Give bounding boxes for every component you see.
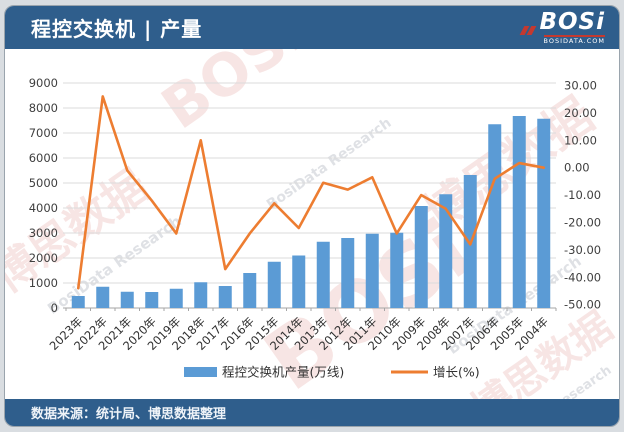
bar-2011年	[365, 233, 379, 308]
logo-domain-text: BOSIDATA.COM	[543, 34, 605, 45]
bar-2017年	[218, 286, 232, 308]
source-bar: 数据来源：统计局、博思数据整理	[5, 399, 619, 426]
right-axis-tick-label: 0.00	[564, 161, 590, 175]
bar-2005年	[512, 116, 526, 308]
right-axis-tick-label: 30.00	[564, 79, 597, 93]
left-axis-tick-label: 0	[51, 301, 58, 315]
right-axis-tick-label: -40.00	[564, 270, 601, 284]
left-axis-tick-label: 1000	[29, 276, 58, 290]
right-axis-tick-label: -10.00	[564, 188, 601, 202]
left-axis-tick-label: 3000	[29, 226, 58, 240]
combo-chart: 0 1000 2000 3000 4000 5000 6000 7000 8000 9000 30.…	[29, 76, 601, 380]
bar-2014年	[292, 255, 306, 308]
bar-2008年	[439, 194, 453, 308]
logo-slashes-icon	[520, 26, 537, 36]
left-axis-tick-label: 4000	[29, 201, 58, 215]
bar-2016年	[243, 273, 257, 308]
left-axis-tick-label: 8000	[29, 101, 58, 115]
report-card: BOSi 博思数据 BOSi 博思数据 博思数据 BosiData Resear…	[4, 5, 620, 427]
left-axis-tick-label: 7000	[29, 126, 58, 140]
left-axis-tick-label: 5000	[29, 176, 58, 190]
bar-2010年	[390, 232, 404, 308]
bar-2023年	[71, 296, 85, 308]
right-axis-tick-label: -30.00	[564, 243, 601, 257]
legend-bar-label: 程控交换机产量(万线)	[222, 365, 344, 380]
logo-brand-text: BOSi	[539, 8, 605, 35]
right-axis-tick-label: -50.00	[564, 298, 601, 312]
bar-2019年	[169, 288, 183, 308]
chart-header: 程控交换机 | 产量 BOSi BOSIDATA.COM	[5, 6, 619, 49]
bar-2015年	[267, 261, 281, 308]
growth-line	[76, 95, 546, 290]
bar-2013年	[316, 241, 330, 308]
legend-bar-swatch	[184, 367, 217, 377]
data-source-text: 数据来源：统计局、博思数据整理	[31, 407, 227, 422]
page-title: 程控交换机 | 产量	[31, 17, 203, 41]
bar-2006年	[488, 124, 502, 308]
legend-line-label: 增长(%)	[433, 365, 480, 380]
bar-2018年	[194, 282, 208, 308]
bar-2020年	[145, 292, 159, 308]
right-axis-tick-label: 10.00	[564, 133, 597, 147]
right-axis-tick-label: -20.00	[564, 216, 601, 230]
left-axis-tick-label: 9000	[29, 76, 58, 90]
bar-2004年	[537, 118, 551, 308]
left-axis-tick-label: 6000	[29, 151, 58, 165]
bar-2009年	[414, 206, 428, 308]
left-axis-tick-label: 2000	[29, 251, 58, 265]
bar-2021年	[120, 291, 134, 308]
bar-2012年	[341, 238, 355, 308]
bar-2022年	[96, 286, 110, 308]
right-axis-tick-label: 20.00	[564, 106, 597, 120]
bosi-logo[interactable]: BOSi BOSIDATA.COM	[520, 8, 605, 45]
